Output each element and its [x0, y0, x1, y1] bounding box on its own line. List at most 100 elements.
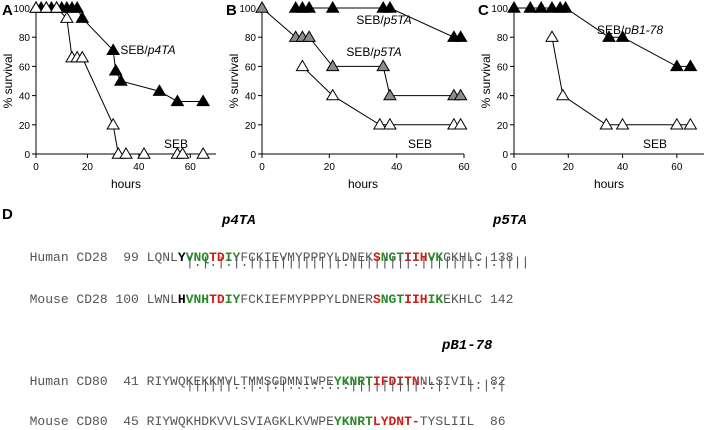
data-point [325, 88, 340, 101]
chart-panel-c: 0 20 40 60 80 100 0 20 40 60 hours % survival SEB/pB… [479, 1, 704, 191]
data-point [255, 1, 269, 13]
data-point [372, 117, 387, 130]
data-point [70, 1, 85, 13]
seq-residue: NGT [380, 292, 405, 307]
data-point [545, 30, 559, 42]
seq-residue: IIH [404, 292, 428, 307]
data-point [683, 117, 698, 130]
seq-residue: TD [209, 250, 225, 265]
data-point [108, 63, 123, 76]
seq-residue: IY [224, 292, 241, 307]
survival-charts: 0 20 40 60 80 100 0 20 40 60 hours % survival SEB/p4… [1, 1, 704, 191]
seq-residue: H [177, 292, 186, 307]
x-axis-label: hours [111, 177, 141, 191]
data-point [175, 147, 190, 159]
peptide-label-p5ta: p5TA [493, 213, 527, 229]
seq-start: 99 [123, 250, 139, 265]
data-point [669, 117, 684, 130]
x-tick-label: 60 [185, 162, 197, 173]
y-tick-label: 20 [19, 121, 31, 132]
y-tick-label: 60 [245, 62, 257, 73]
data-point [152, 84, 167, 96]
data-point [106, 43, 121, 56]
peptide-label-p4ta: p4TA [222, 213, 256, 229]
y-tick-label: 80 [497, 33, 509, 44]
seq-end: 138 [490, 250, 514, 265]
seq-residue: VNH [185, 292, 210, 307]
y-tick-label: 0 [250, 150, 256, 161]
data-point [453, 117, 468, 130]
data-point [39, 1, 54, 13]
data-point [383, 1, 397, 13]
data-point [615, 117, 630, 130]
x-tick-label: 40 [133, 162, 145, 173]
x-axis-label: hours [594, 177, 624, 191]
data-point [196, 94, 211, 107]
seq-segment: GKHLC [443, 250, 483, 265]
y-tick-label: 0 [24, 150, 30, 161]
seq-segment: LWNL [146, 292, 178, 307]
x-tick-label: 0 [33, 162, 39, 173]
seq-segment: TYSLIIL [419, 414, 475, 429]
match-symbols: |.|:|:|.||||||||||||:||||||||:|||||||:|.… [186, 255, 530, 270]
data-point [602, 30, 616, 42]
seq-segment: NLSIVIL [419, 374, 475, 389]
seq-label: Human CD80 [29, 374, 108, 389]
series-label: SEB/pB1-78 [597, 23, 663, 37]
series-label: SEB [408, 137, 432, 151]
y-tick-label: 60 [497, 62, 509, 73]
y-tick-label: 40 [497, 92, 509, 103]
data-point [453, 30, 468, 42]
seq-segment: RIYWQKEKKMVLTMMSGDMNIWPE [146, 374, 334, 389]
data-point [119, 147, 133, 159]
seq-residue: VNQ [185, 250, 210, 265]
data-point [453, 88, 468, 101]
y-tick-label: 80 [245, 33, 257, 44]
y-tick-label: 20 [245, 121, 257, 132]
y-tick-label: 100 [13, 4, 30, 15]
y-tick-label: 20 [497, 121, 509, 132]
series-label: SEB/p4TA [120, 43, 175, 57]
series-label: SEB [164, 137, 188, 151]
cd28-match-row: |.|:|:|.||||||||||||:||||||||:|||||||:|.… [186, 255, 529, 271]
panel-letter-c: C [478, 2, 489, 19]
y-tick-label: 0 [502, 150, 508, 161]
seq-residue: IK [427, 292, 444, 307]
x-axis-label: hours [348, 177, 378, 191]
seq-segment: FCKIEFMYPPPYLDNER [240, 292, 373, 307]
data-point [106, 117, 121, 130]
panel-letter-b: B [226, 2, 237, 19]
seq-residue: YKNRT [333, 414, 373, 429]
seq-label: Human CD28 [29, 250, 108, 265]
data-point [683, 59, 698, 72]
cd80-match-row: ||||||..|:|:|::::.:.:|||||||||::|. |:|:| [186, 378, 506, 394]
data-point [59, 11, 74, 23]
seq-residue: TD [209, 292, 225, 307]
series-label: SEB/p5TA [356, 13, 411, 27]
seq-residue: YKNRT [333, 374, 373, 389]
seq-segment: EKHLC [443, 292, 483, 307]
seq-residue: S [372, 250, 381, 265]
mouse-cd80-row: Mouse CD80 45 RIYWQKHDKVVLSVIAGKLKVWPEYK… [14, 398, 506, 430]
data-point [376, 59, 391, 72]
x-tick-label: 40 [617, 162, 629, 173]
data-point [302, 30, 317, 42]
data-point [669, 59, 684, 72]
chart-panel-b: 0 20 40 60 80 100 0 20 40 60 hours % survival SEB/p5… [227, 1, 470, 191]
x-tick-label: 20 [324, 162, 336, 173]
data-point [196, 147, 211, 159]
data-point [325, 1, 340, 13]
panel-letter-d: D [2, 206, 13, 223]
peptide-label-pb1-78: pB1-78 [442, 338, 493, 354]
panel-letter-a: A [2, 2, 13, 19]
y-tick-label: 40 [245, 92, 257, 103]
x-tick-label: 40 [391, 162, 403, 173]
seq-end: 86 [489, 414, 506, 429]
seq-residue: S [372, 292, 381, 307]
seq-residue: VK [427, 250, 444, 265]
data-point [137, 147, 151, 159]
chart-panel-a: 0 20 40 60 80 100 0 20 40 60 hours % survival SEB/p4… [1, 1, 216, 191]
data-point [113, 74, 128, 86]
y-axis-label: % survival [479, 54, 493, 109]
seq-segment: FCKIEVMYPPPYLDNEK [240, 250, 373, 265]
